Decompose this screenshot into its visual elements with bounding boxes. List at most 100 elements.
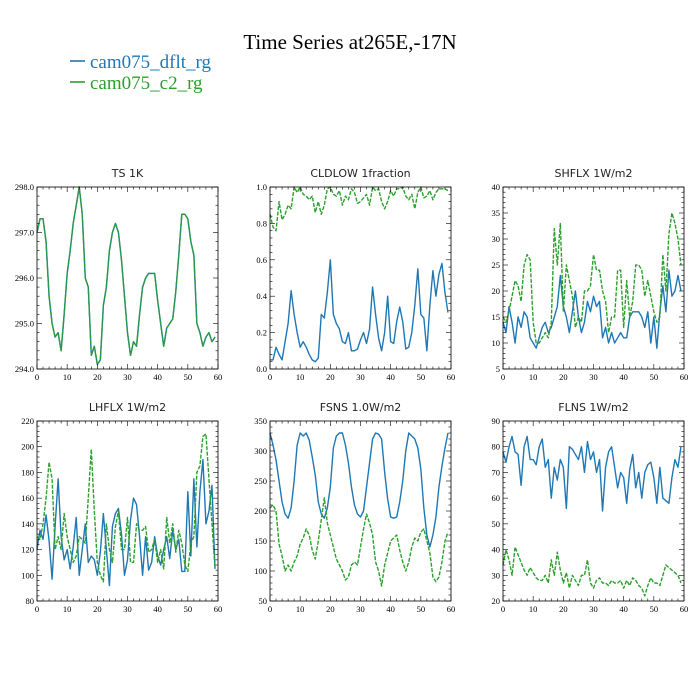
x-tick-label: 50 [650, 604, 659, 614]
x-tick-label: 20 [326, 604, 335, 614]
panel-3: SHFLX 1W/m2 0 10 20 30 40 50 60 5 10 15 20 25 30 35 40 [492, 167, 689, 382]
y-tick-label: 294.0 [15, 364, 34, 374]
y-tick-label: 15 [492, 312, 501, 322]
x-tick-label: 40 [619, 604, 628, 614]
y-tick-label: 20 [492, 286, 501, 296]
y-tick-label: 300 [254, 446, 267, 456]
y-tick-label: 200 [21, 442, 34, 452]
y-tick-label: 0.0 [256, 364, 267, 374]
panel-title: FSNS 1.0W/m2 [320, 401, 402, 414]
x-tick-label: 60 [214, 604, 223, 614]
x-tick-label: 30 [356, 372, 365, 382]
x-tick-label: 10 [529, 372, 538, 382]
figure-title: Time Series at265E,-17N [243, 30, 456, 54]
x-tick-label: 50 [184, 604, 193, 614]
series-line-dflt [502, 269, 682, 349]
x-tick-label: 60 [447, 604, 456, 614]
panel-title: TS 1K [111, 167, 144, 180]
y-tick-label: 100 [254, 566, 267, 576]
x-tick-label: 30 [123, 604, 132, 614]
y-tick-label: 120 [21, 545, 34, 555]
y-tick-label: 90 [492, 416, 501, 426]
x-tick-label: 20 [326, 372, 335, 382]
y-tick-label: 220 [21, 416, 34, 426]
x-tick-label: 20 [559, 372, 568, 382]
y-tick-label: 1.0 [256, 182, 267, 192]
panel-title: LHFLX 1W/m2 [89, 401, 166, 414]
x-tick-label: 0 [35, 372, 39, 382]
x-tick-label: 10 [296, 372, 305, 382]
x-tick-label: 10 [63, 372, 72, 382]
series-line-dflt [270, 259, 449, 363]
y-tick-label: 70 [492, 467, 501, 477]
x-tick-label: 20 [559, 604, 568, 614]
series-line-dflt [36, 458, 216, 587]
legend-label-c2: cam075_c2_rg [90, 73, 203, 94]
y-tick-label: 40 [492, 545, 501, 555]
series-line-c2 [502, 212, 682, 344]
x-tick-label: 60 [214, 372, 223, 382]
y-tick-label: 0.6 [256, 255, 267, 265]
x-tick-label: 30 [356, 604, 365, 614]
x-tick-label: 60 [680, 604, 689, 614]
x-tick-label: 40 [153, 372, 162, 382]
x-tick-label: 0 [268, 372, 272, 382]
y-tick-label: 295.0 [15, 319, 34, 329]
panel-title: CLDLOW 1fraction [310, 167, 410, 180]
y-tick-label: 350 [254, 416, 267, 426]
y-tick-label: 50 [259, 596, 268, 606]
y-tick-label: 297.0 [15, 228, 34, 238]
y-tick-label: 5 [496, 364, 500, 374]
y-tick-label: 0.4 [256, 291, 267, 301]
series-line-c2 [36, 433, 216, 583]
series-line-c2 [36, 186, 216, 366]
y-tick-label: 296.0 [15, 273, 34, 283]
panel-4: LHFLX 1W/m2 0 10 20 30 40 50 60 80 100 120 140 160 18… [21, 401, 222, 614]
y-tick-label: 140 [21, 519, 34, 529]
x-tick-label: 40 [386, 604, 395, 614]
x-tick-label: 60 [447, 372, 456, 382]
x-tick-label: 60 [680, 372, 689, 382]
plot-frame [36, 186, 219, 370]
y-tick-label: 50 [492, 519, 501, 529]
x-tick-label: 40 [619, 372, 628, 382]
series-line-c2 [269, 497, 449, 587]
series-line-dflt [269, 432, 449, 548]
x-tick-label: 20 [93, 604, 102, 614]
panel-title: SHFLX 1W/m2 [554, 167, 632, 180]
x-tick-label: 40 [153, 604, 162, 614]
legend-label-dflt: cam075_dflt_rg [90, 52, 212, 73]
x-tick-label: 0 [501, 372, 505, 382]
x-tick-label: 50 [184, 372, 193, 382]
x-tick-label: 40 [386, 372, 395, 382]
x-tick-label: 30 [123, 372, 132, 382]
x-tick-label: 50 [417, 604, 426, 614]
panel-5: FSNS 1.0W/m2 0 10 20 30 40 50 60 50 100 150 200 250 3… [254, 401, 455, 614]
x-tick-label: 0 [501, 604, 505, 614]
y-tick-label: 10 [492, 338, 501, 348]
y-tick-label: 80 [26, 596, 35, 606]
y-tick-label: 250 [254, 476, 267, 486]
series-line-c2 [502, 546, 682, 597]
x-tick-label: 50 [417, 372, 426, 382]
x-tick-label: 10 [296, 604, 305, 614]
x-tick-label: 10 [63, 604, 72, 614]
y-tick-label: 0.8 [256, 218, 267, 228]
y-tick-label: 35 [492, 208, 501, 218]
legend: cam075_dflt_rg cam075_c2_rg [70, 52, 212, 94]
y-tick-label: 25 [492, 260, 501, 270]
panel-2: CLDLOW 1fraction 0 10 20 30 40 50 60 0.0 0.2 0.4 0.… [256, 167, 455, 382]
y-tick-label: 30 [492, 570, 501, 580]
y-tick-label: 180 [21, 467, 34, 477]
x-tick-label: 0 [268, 604, 272, 614]
x-tick-label: 10 [529, 604, 538, 614]
x-tick-label: 30 [589, 604, 598, 614]
series-line-dflt [36, 186, 216, 366]
series-line-c2 [269, 186, 449, 232]
panel-title: FLNS 1W/m2 [558, 401, 628, 414]
y-tick-label: 160 [21, 493, 34, 503]
x-tick-label: 20 [93, 372, 102, 382]
panels: TS 1K0 10 20 30 40 50 60294.0295.0296.0297.029… [15, 167, 688, 614]
y-tick-label: 100 [21, 570, 34, 580]
